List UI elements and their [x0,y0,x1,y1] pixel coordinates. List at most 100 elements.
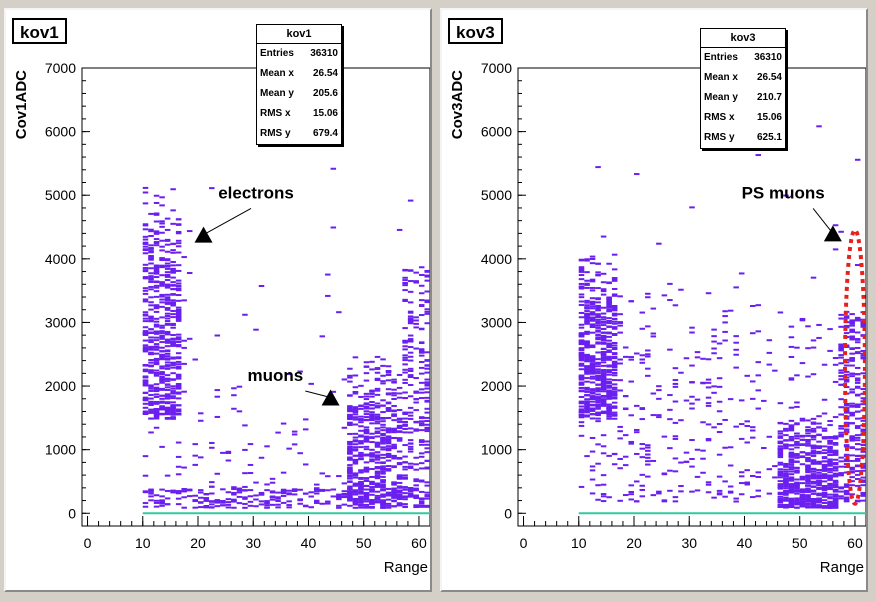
histogram-cell [424,504,430,507]
histogram-cell [175,374,182,377]
histogram-cell [170,408,176,411]
histogram-cell [142,252,149,255]
histogram-cell [153,411,160,414]
histogram-cell [805,479,811,482]
histogram-cell [231,506,237,509]
histogram-cell [164,297,171,300]
histogram-cell [705,358,712,361]
histogram-cell [667,299,673,302]
histogram-cell [860,324,866,327]
histogram-cell [380,423,386,426]
histogram-cell [358,485,364,488]
histogram-cell [628,440,634,443]
histogram-cell [203,506,210,509]
histogram-cell [838,435,844,438]
histogram-cell [142,277,149,280]
histogram-cell [584,403,590,406]
histogram-cell [175,492,182,495]
histogram-cell [164,345,171,348]
histogram-cell [838,362,844,365]
histogram-cell [777,503,784,506]
histogram-cell [578,364,585,367]
histogram-cell [175,245,182,248]
histogram-cell [148,288,154,291]
stats-mean-x: 26.54 [312,68,338,79]
histogram-cell [832,485,839,488]
histogram-cell [319,335,326,338]
histogram-cell [153,393,160,396]
histogram-cell [175,345,182,348]
histogram-cell [600,327,607,330]
histogram-cell [600,293,607,296]
histogram-cell [838,375,844,378]
histogram-cell [821,456,828,459]
histogram-cell [827,506,833,509]
histogram-cell [832,469,839,472]
histogram-cell [722,446,728,449]
histogram-cell [352,476,359,479]
histogram-cell [805,480,811,483]
histogram-cell [600,500,607,503]
histogram-cell [611,279,618,282]
histogram-cell [799,495,806,498]
histogram-cell [788,448,795,451]
histogram-cell [589,400,596,403]
histogram-cell [755,304,762,307]
histogram-cell [611,307,618,310]
histogram-cell [347,445,353,448]
histogram-cell [181,390,187,393]
histogram-cell [159,204,165,207]
histogram-cell [286,506,292,509]
histogram-cell [794,499,800,502]
histogram-cell [821,436,828,439]
histogram-cell [799,497,806,500]
histogram-cell [694,398,701,401]
histogram-cell [611,452,618,455]
histogram-cell [600,376,607,379]
stats-title: kov1 [257,25,341,44]
histogram-cell [170,416,176,419]
histogram-cell [175,269,182,272]
histogram-cell [424,491,430,494]
histogram-cell [689,439,695,442]
histogram-cell [153,395,160,398]
histogram-cell [600,351,607,354]
histogram-cell [142,238,149,241]
histogram-cell [838,343,844,346]
histogram-cell [159,295,165,298]
histogram-cell [783,506,789,509]
histogram-cell [358,442,364,445]
histogram-cell [854,405,861,408]
histogram-cell [164,217,171,220]
histogram-cell [325,500,331,503]
histogram-cell [600,402,607,405]
histogram-cell [849,411,855,414]
histogram-cell [391,429,397,432]
histogram-cell [606,380,612,383]
histogram-cell [716,493,723,496]
histogram-cell [832,449,839,452]
x-tick-label: 50 [356,535,372,551]
histogram-cell [578,270,585,273]
histogram-cell [589,388,596,391]
histogram-cell [407,414,414,417]
histogram-cell [589,362,596,365]
histogram-cell [148,257,154,260]
histogram-cell [369,455,375,458]
histogram-cell [788,454,795,457]
histogram-cell [175,284,182,287]
histogram-cell [380,432,386,435]
histogram-cell [231,493,237,496]
histogram-cell [396,493,403,496]
histogram-cell [832,458,839,461]
histogram-cell [159,298,165,301]
histogram-cell [363,493,370,496]
histogram-cell [854,319,861,322]
histogram-cell [159,259,165,262]
histogram-cell [142,350,149,353]
histogram-cell [407,395,414,398]
histogram-cell [849,436,855,439]
histogram-cell [827,500,833,503]
histogram-cell [738,482,745,485]
histogram-cell [860,480,866,483]
